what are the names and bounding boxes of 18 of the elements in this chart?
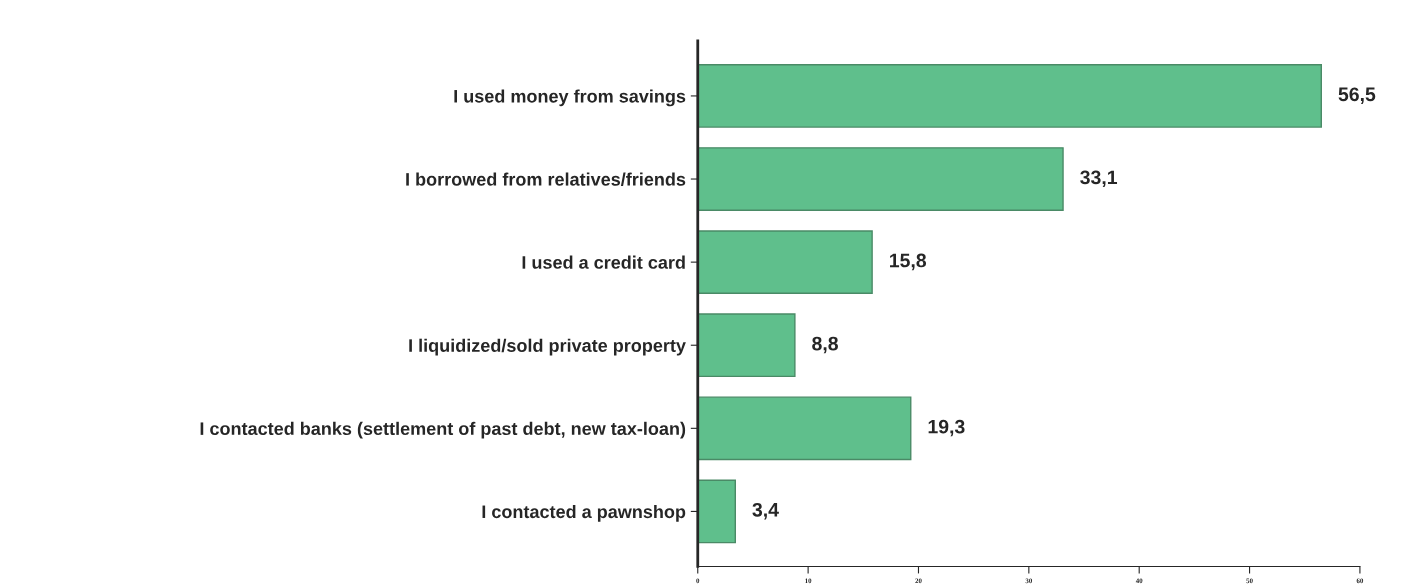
bar — [697, 147, 1064, 211]
y-tick-label: I used money from savings — [454, 89, 686, 107]
bar — [697, 230, 873, 294]
y-tick-label: I liquidized/sold private property — [409, 338, 686, 356]
y-tick-label: I borrowed from relatives/friends — [406, 172, 686, 186]
y-tick-label: I contacted banks (settlement of past debt, new tax-loan) — [200, 421, 686, 439]
data-label: 15,8 — [890, 253, 927, 271]
data-label: 33,1 — [1080, 170, 1118, 188]
y-tick-label: I used a credit card — [522, 255, 685, 269]
data-label: 8,8 — [812, 336, 838, 354]
bar — [697, 64, 1322, 128]
bar — [697, 313, 796, 378]
data-label: 3,4 — [752, 502, 779, 520]
data-label: 56,5 — [1338, 87, 1376, 104]
data-label: 19,3 — [928, 419, 965, 437]
bar — [697, 396, 912, 461]
y-tick-label: I contacted a pawnshop — [482, 504, 686, 522]
bar — [697, 479, 736, 544]
